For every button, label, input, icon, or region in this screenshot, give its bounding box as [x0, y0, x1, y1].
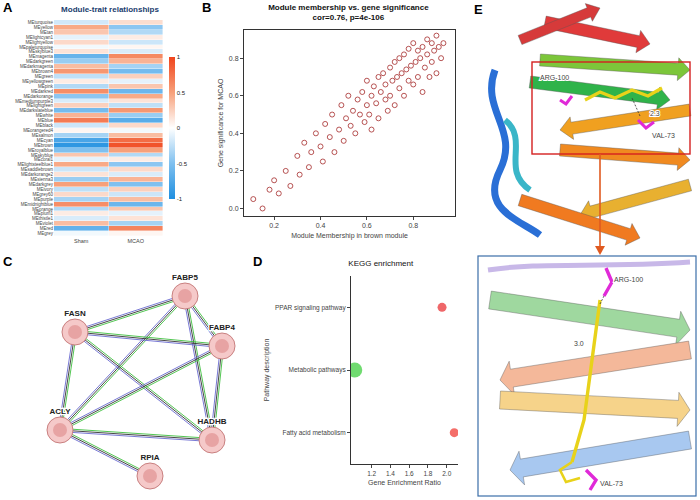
svg-text:0.4: 0.4 [316, 222, 326, 229]
svg-text:MEdarkorange: MEdarkorange [23, 94, 53, 99]
svg-text:MEdarkgrey: MEdarkgrey [29, 182, 54, 187]
svg-text:Fatty acid metabolism: Fatty acid metabolism [282, 429, 345, 437]
svg-text:B: B [202, 0, 211, 15]
svg-text:ARG-100: ARG-100 [540, 74, 569, 81]
svg-text:E: E [474, 2, 483, 17]
svg-text:MElightyellow: MElightyellow [25, 40, 53, 45]
svg-text:MEcoral1: MEcoral1 [34, 157, 54, 162]
svg-text:0.0: 0.0 [229, 205, 239, 212]
svg-text:Pathway description: Pathway description [263, 339, 271, 402]
svg-text:MEdarkmagenta: MEdarkmagenta [20, 64, 54, 69]
svg-text:MEyellow: MEyellow [34, 25, 54, 30]
svg-text:MEpaleturquoise: MEpaleturquoise [19, 45, 53, 50]
svg-text:Module Membership in brown mod: Module Membership in brown module [291, 232, 408, 240]
svg-text:MEskyblue: MEskyblue [31, 153, 54, 158]
svg-text:Module membership vs. gene sig: Module membership vs. gene significancec… [268, 3, 429, 22]
svg-text:MEsaddlebrown: MEsaddlebrown [21, 167, 54, 172]
svg-text:1.4: 1.4 [386, 470, 395, 477]
svg-text:MEblack: MEblack [36, 123, 54, 128]
svg-text:0.8: 0.8 [229, 55, 239, 62]
svg-text:MEbrown4: MEbrown4 [31, 69, 53, 74]
svg-text:MEdarkred: MEdarkred [31, 89, 54, 94]
svg-text:MEmidnightblue: MEmidnightblue [21, 202, 54, 207]
svg-text:Metabolic pathways: Metabolic pathways [289, 366, 347, 374]
svg-text:0.6: 0.6 [362, 222, 372, 229]
svg-text:MEroyalblue: MEroyalblue [28, 148, 54, 153]
svg-text:2.0: 2.0 [442, 470, 451, 477]
svg-text:MEskyblue3: MEskyblue3 [28, 49, 53, 54]
svg-text:Gene significance for MCAO: Gene significance for MCAO [217, 78, 225, 167]
svg-text:0.8: 0.8 [408, 222, 418, 229]
svg-text:FABP5: FABP5 [172, 273, 198, 282]
svg-text:MEgrey60: MEgrey60 [32, 192, 53, 197]
svg-text:MEviolet: MEviolet [36, 221, 54, 226]
svg-text:0: 0 [177, 125, 181, 131]
svg-text:MEsienna3: MEsienna3 [30, 177, 53, 182]
svg-text:MElightgreen: MElightgreen [26, 103, 53, 108]
svg-text:A: A [3, 0, 13, 15]
svg-text:-1: -1 [177, 196, 183, 202]
svg-text:Sham: Sham [74, 238, 89, 244]
svg-text:MEmediumpurple3: MEmediumpurple3 [15, 99, 53, 104]
svg-text:MEdarkgreen: MEdarkgreen [26, 59, 54, 64]
svg-text:0.2: 0.2 [269, 222, 279, 229]
svg-text:MEivory: MEivory [37, 187, 54, 192]
svg-text:1: 1 [177, 54, 181, 60]
svg-text:MEmagenta: MEmagenta [29, 54, 54, 59]
svg-text:MEpink: MEpink [38, 84, 54, 89]
svg-text:MEorange: MEorange [32, 207, 53, 212]
svg-text:0.6: 0.6 [229, 92, 239, 99]
svg-text:MEtan: MEtan [40, 30, 54, 35]
svg-text:MEcyan: MEcyan [37, 138, 54, 143]
svg-text:C: C [3, 254, 13, 269]
svg-text:MEplum1: MEplum1 [34, 211, 54, 216]
svg-text:VAL-73: VAL-73 [652, 132, 675, 139]
svg-text:1.8: 1.8 [423, 470, 432, 477]
svg-text:KEGG enrichment: KEGG enrichment [348, 259, 414, 268]
svg-text:MEthistle1: MEthistle1 [32, 216, 54, 221]
svg-text:MEdarkorange2: MEdarkorange2 [21, 172, 54, 177]
svg-text:RPIA: RPIA [140, 453, 159, 462]
svg-text:0.2: 0.2 [229, 167, 239, 174]
svg-text:MCAO: MCAO [128, 238, 145, 244]
svg-text:2.3: 2.3 [650, 110, 660, 117]
svg-text:HADHB: HADHB [198, 417, 227, 426]
svg-text:FASN: FASN [64, 309, 86, 318]
svg-text:ARG-100: ARG-100 [614, 276, 643, 283]
svg-text:MEgrey: MEgrey [37, 231, 53, 236]
svg-text:MEorangered4: MEorangered4 [23, 128, 53, 133]
svg-text:-0.5: -0.5 [177, 161, 188, 167]
svg-text:MEbrown: MEbrown [34, 143, 54, 148]
svg-text:MEpurple: MEpurple [34, 197, 54, 202]
svg-text:Gene Enrichment Ratio: Gene Enrichment Ratio [368, 479, 441, 486]
svg-text:MEred: MEred [40, 226, 54, 231]
svg-text:1.6: 1.6 [405, 470, 414, 477]
svg-text:MEsalmon: MEsalmon [32, 133, 54, 138]
svg-text:Module-trait relationships: Module-trait relationships [61, 5, 159, 14]
svg-text:MEwhite: MEwhite [36, 113, 54, 118]
svg-text:MEblue: MEblue [38, 118, 54, 123]
svg-text:MElightcyan1: MElightcyan1 [26, 35, 54, 40]
svg-text:0.4: 0.4 [229, 130, 239, 137]
svg-text:PPAR signaling pathway: PPAR signaling pathway [275, 304, 346, 312]
svg-text:ACLY: ACLY [49, 407, 71, 416]
svg-text:MEdarkslateblue: MEdarkslateblue [19, 108, 53, 113]
svg-text:MEyellowgreen: MEyellowgreen [22, 79, 53, 84]
svg-text:D: D [253, 254, 262, 269]
svg-text:MEturquoise: MEturquoise [28, 20, 54, 25]
svg-text:MEgreen: MEgreen [35, 74, 54, 79]
svg-text:VAL-73: VAL-73 [600, 480, 623, 487]
svg-text:MElightsteelblue1: MElightsteelblue1 [17, 162, 53, 167]
svg-text:3.0: 3.0 [574, 340, 584, 347]
svg-text:FABP4: FABP4 [209, 323, 235, 332]
svg-text:0.5: 0.5 [177, 90, 186, 96]
svg-text:1.2: 1.2 [367, 470, 376, 477]
